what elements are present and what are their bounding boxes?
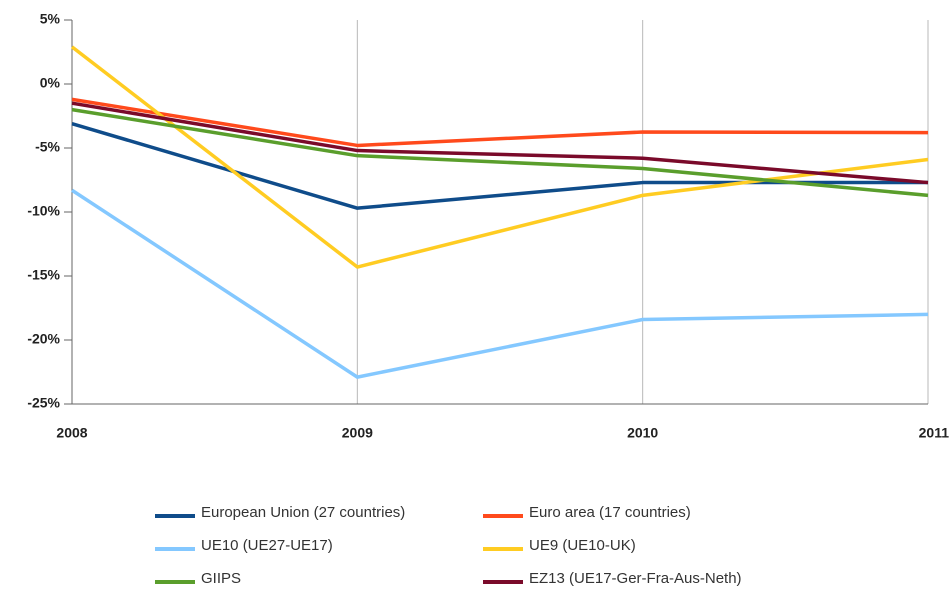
x-tick-label: 2009 bbox=[342, 425, 373, 441]
y-tick-label: -5% bbox=[35, 139, 60, 155]
legend-label: UE10 (UE27-UE17) bbox=[201, 537, 333, 554]
series-line bbox=[71, 97, 929, 148]
y-tick-label: 0% bbox=[40, 75, 61, 91]
y-tick-label: -20% bbox=[27, 331, 60, 347]
y-tick-label: -15% bbox=[27, 267, 60, 283]
legend-label: GIIPS bbox=[201, 570, 241, 587]
legend-label: UE9 (UE10-UK) bbox=[529, 537, 636, 554]
series-line bbox=[71, 107, 929, 198]
x-tick-label: 2011 bbox=[919, 425, 949, 441]
x-tick-label: 2008 bbox=[56, 425, 87, 441]
y-tick-label: -25% bbox=[27, 395, 60, 411]
y-tick-label: 5% bbox=[40, 11, 61, 27]
legend-label: EZ13 (UE17-Ger-Fra-Aus-Neth) bbox=[529, 570, 742, 587]
series-line bbox=[71, 188, 929, 379]
legend-label: European Union (27 countries) bbox=[201, 504, 405, 521]
x-tick-label: 2010 bbox=[627, 425, 658, 441]
series-line bbox=[71, 122, 928, 210]
legend-label: Euro area (17 countries) bbox=[529, 504, 691, 521]
y-tick-label: -10% bbox=[27, 203, 60, 219]
series-line bbox=[71, 101, 929, 185]
series-line bbox=[70, 45, 929, 269]
